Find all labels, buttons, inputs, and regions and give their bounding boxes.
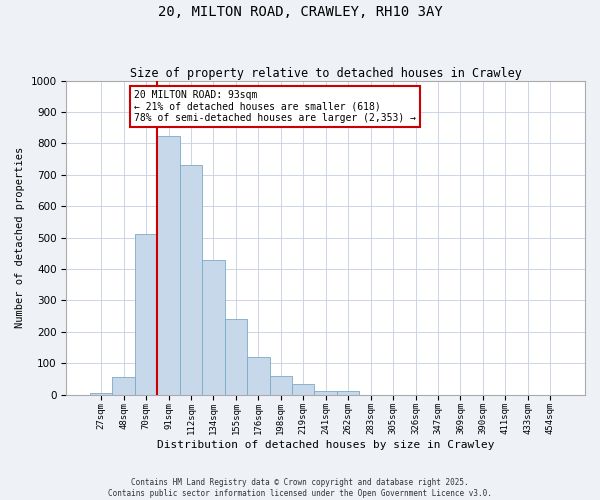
Bar — [224, 319, 247, 394]
Bar — [337, 391, 359, 394]
Bar — [112, 378, 135, 394]
Bar — [292, 384, 314, 394]
X-axis label: Distribution of detached houses by size in Crawley: Distribution of detached houses by size … — [157, 440, 494, 450]
Bar — [269, 376, 292, 394]
Bar — [180, 166, 202, 394]
Y-axis label: Number of detached properties: Number of detached properties — [15, 147, 25, 328]
Bar — [90, 393, 112, 394]
Bar — [247, 357, 269, 395]
Bar — [202, 260, 224, 394]
Bar — [135, 234, 157, 394]
Text: Contains HM Land Registry data © Crown copyright and database right 2025.
Contai: Contains HM Land Registry data © Crown c… — [108, 478, 492, 498]
Bar — [314, 391, 337, 394]
Text: 20 MILTON ROAD: 93sqm
← 21% of detached houses are smaller (618)
78% of semi-det: 20 MILTON ROAD: 93sqm ← 21% of detached … — [134, 90, 416, 124]
Title: Size of property relative to detached houses in Crawley: Size of property relative to detached ho… — [130, 66, 521, 80]
Text: 20, MILTON ROAD, CRAWLEY, RH10 3AY: 20, MILTON ROAD, CRAWLEY, RH10 3AY — [158, 5, 442, 19]
Bar — [157, 136, 180, 394]
